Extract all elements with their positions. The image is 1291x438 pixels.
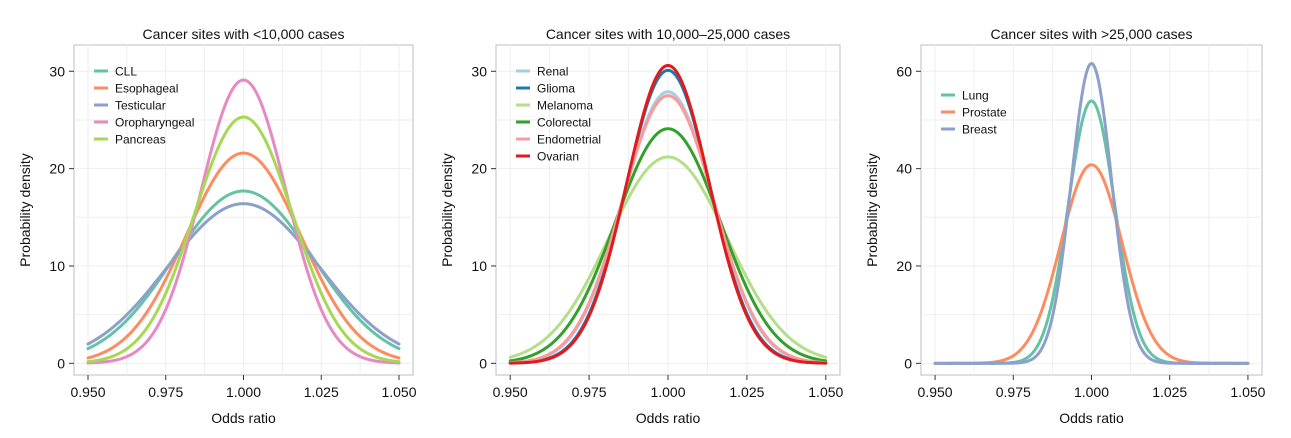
series-line-colorectal: [508, 127, 828, 363]
legend: CLL Esophageal Testicular Oropharyngeal Panc…: [94, 65, 194, 147]
y-tick-label: 0: [904, 355, 912, 371]
series-line-esophageal: [86, 151, 401, 360]
y-tick-label: 0: [479, 355, 487, 371]
legend: Lung Prostate Breast: [941, 89, 1007, 137]
y-tick-label: 30: [471, 63, 487, 79]
chart-panel-2: 0.950 0.975 1.000 1.025 1.050 0 10 20 30 Cancer s…: [439, 26, 844, 426]
y-axis-label: Probability density: [439, 153, 455, 267]
legend-label: Lung: [962, 89, 989, 103]
legend-label: CLL: [115, 65, 137, 79]
chart-panel-1: 0.950 0.975 1.000 1.025 1.050 0 10 20 30 Cancer s…: [17, 26, 417, 426]
grid: [921, 45, 1262, 375]
series-line-breast: [933, 62, 1250, 365]
series-line-oropharyngeal: [86, 78, 401, 365]
chart-title: Cancer sites with <10,000 cases: [143, 26, 345, 42]
x-axis-label: Odds ratio: [1059, 410, 1124, 426]
series-curves: [86, 78, 401, 365]
y-tick-label: 10: [471, 258, 487, 274]
series-line-cll: [86, 189, 401, 351]
x-tick-label: 1.050: [808, 384, 843, 400]
x-axis-label: Odds ratio: [211, 410, 276, 426]
y-tick-label: 20: [896, 258, 912, 274]
x-tick-label: 1.000: [650, 384, 685, 400]
x-tick-label: 1.000: [226, 384, 261, 400]
legend-label: Colorectal: [537, 116, 591, 130]
x-axis-label: Odds ratio: [636, 410, 701, 426]
x-tick-label: 0.950: [493, 384, 528, 400]
legend: Renal Glioma Melanoma Colorectal Endometrial…: [516, 65, 601, 164]
y-tick-label: 20: [49, 161, 65, 177]
series-line-melanoma: [508, 155, 828, 359]
legend-label: Testicular: [115, 99, 166, 113]
x-tick-label: 1.025: [1152, 384, 1187, 400]
x-tick-label: 0.975: [148, 384, 183, 400]
y-tick-label: 40: [896, 161, 912, 177]
legend-label: Melanoma: [537, 99, 593, 113]
series-line-endometrial: [508, 94, 828, 365]
chart-title: Cancer sites with 10,000–25,000 cases: [546, 26, 790, 42]
x-tick-label: 0.975: [996, 384, 1031, 400]
series-line-testicular: [86, 202, 401, 346]
legend-label: Oropharyngeal: [115, 116, 194, 130]
y-tick-label: 60: [896, 63, 912, 79]
legend-label: Breast: [962, 123, 997, 137]
series-curves: [933, 62, 1250, 365]
series-line-pancreas: [86, 115, 401, 364]
x-tick-label: 0.950: [918, 384, 953, 400]
y-axis-label: Probability density: [864, 153, 880, 267]
grid: [496, 45, 840, 375]
series-line-ovarian: [508, 63, 828, 365]
x-tick-label: 1.050: [381, 384, 416, 400]
chart-panel-3: 0.950 0.975 1.000 1.025 1.050 0 20 40 60 Cancer s…: [864, 26, 1266, 426]
y-axis-label: Probability density: [17, 153, 33, 267]
x-tick-label: 1.025: [729, 384, 764, 400]
legend-label: Esophageal: [115, 82, 178, 96]
legend-label: Glioma: [537, 82, 575, 96]
chart-title: Cancer sites with >25,000 cases: [991, 26, 1193, 42]
grid: [74, 45, 413, 375]
legend-label: Prostate: [962, 106, 1007, 120]
series-curves: [508, 63, 828, 365]
x-tick-label: 1.025: [304, 384, 339, 400]
legend-label: Endometrial: [537, 133, 601, 147]
y-tick-label: 30: [49, 63, 65, 79]
x-tick-label: 0.975: [572, 384, 607, 400]
y-tick-label: 0: [57, 355, 65, 371]
legend-label: Pancreas: [115, 133, 166, 147]
legend-label: Ovarian: [537, 150, 579, 164]
x-tick-label: 1.050: [1230, 384, 1265, 400]
x-tick-label: 1.000: [1074, 384, 1109, 400]
legend-label: Renal: [537, 65, 568, 79]
x-tick-label: 0.950: [70, 384, 105, 400]
y-tick-label: 20: [471, 161, 487, 177]
y-tick-label: 10: [49, 258, 65, 274]
